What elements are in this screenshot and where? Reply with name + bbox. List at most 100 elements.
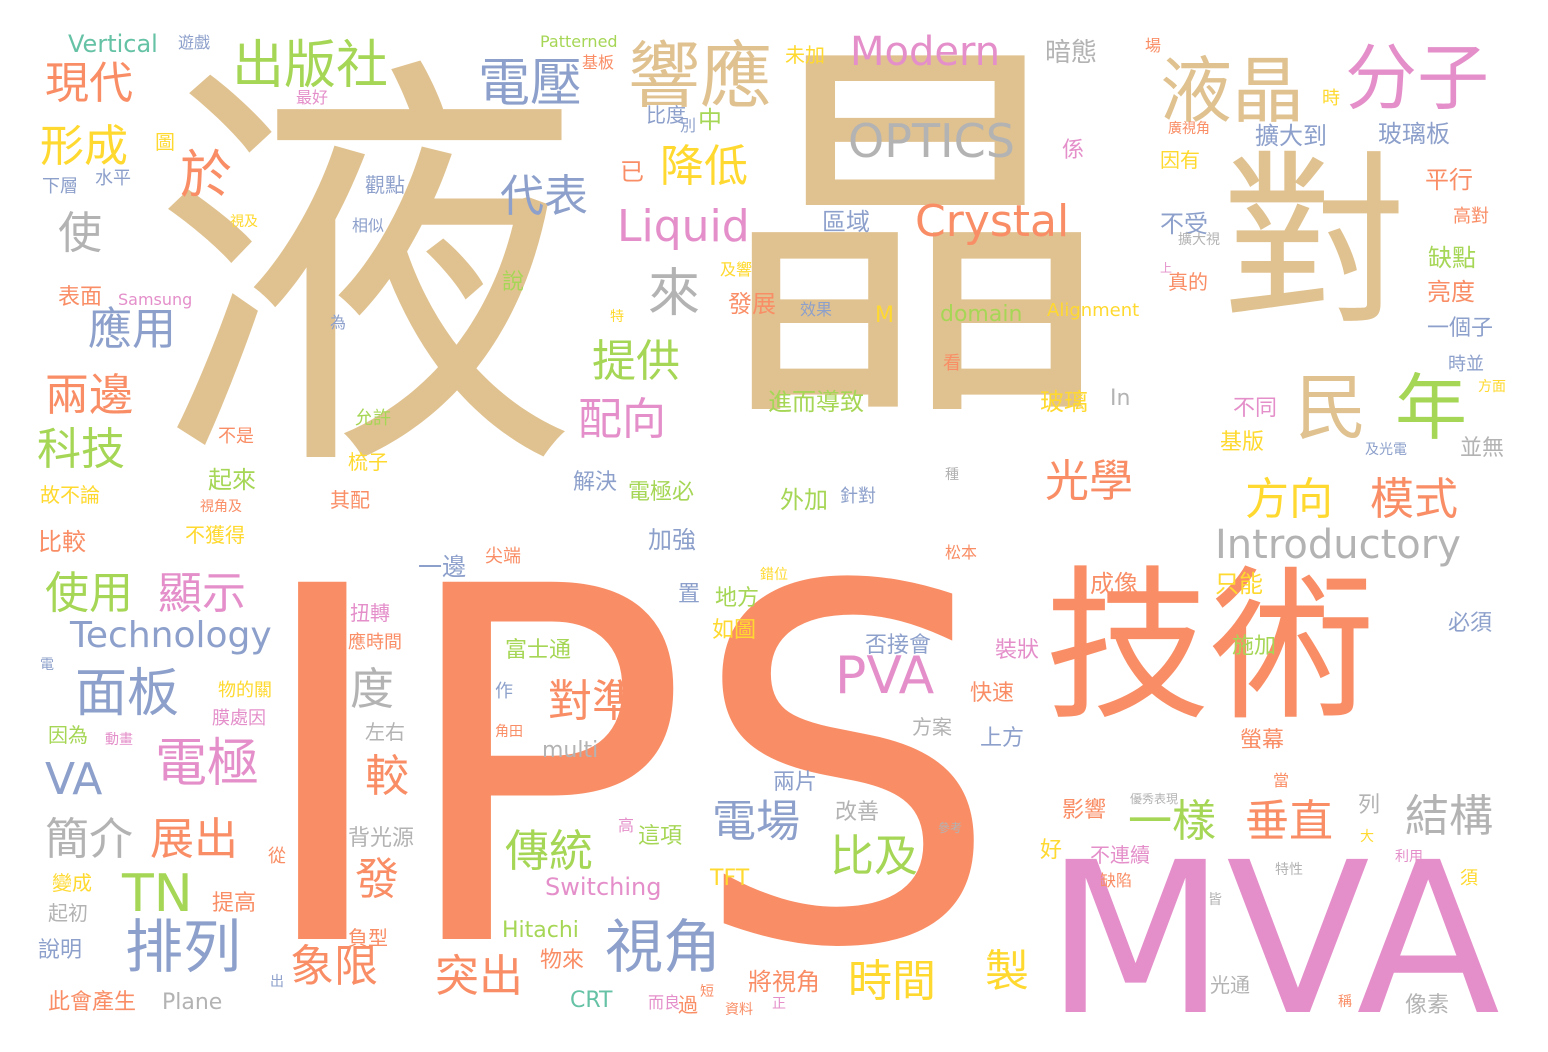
word-116: 起來 — [208, 466, 256, 494]
word-67: 比度 — [646, 103, 686, 127]
word-liquid: Liquid — [617, 201, 750, 252]
word-26: 科技 — [37, 424, 125, 475]
word-144: 電 — [40, 657, 54, 673]
word-tn: TN — [122, 864, 193, 924]
word-197: 像素 — [1405, 993, 1450, 1018]
word-88: 視及 — [230, 214, 258, 230]
word-193: 過 — [678, 993, 698, 1017]
word-124: 針對 — [840, 486, 876, 507]
word-51: 時間 — [848, 956, 936, 1007]
word-182: 說明 — [38, 938, 83, 963]
word-tft: TFT — [710, 866, 750, 891]
word-195: 資料 — [725, 1002, 753, 1018]
word-185: 物來 — [540, 948, 585, 973]
word-57: 垂直 — [1245, 796, 1333, 847]
word-120: 故不論 — [40, 483, 100, 507]
word-87: 相似 — [352, 216, 385, 235]
word-186: 將視角 — [748, 968, 820, 996]
word-167: 大 — [1360, 829, 1374, 845]
word-100: 一個子 — [1427, 316, 1494, 341]
word-hitachi: Hitachi — [502, 918, 579, 943]
word-198: 上 — [1160, 261, 1173, 275]
word-103: 時並 — [1448, 354, 1484, 375]
word-25: 兩邊 — [45, 370, 133, 421]
word-131: 錯位 — [760, 567, 788, 583]
word-169: 不連續 — [1090, 843, 1150, 867]
word-119: 種 — [945, 467, 959, 483]
word-155: 螢幕 — [1240, 728, 1285, 753]
word-163: 背光源 — [348, 826, 415, 851]
word-53: 傳統 — [505, 826, 593, 877]
word-12: 電壓 — [478, 54, 583, 114]
word-113: 不是 — [218, 426, 254, 447]
word-64: 暗態 — [1045, 38, 1098, 68]
word-63: 未加 — [785, 43, 825, 67]
word-82: 不受 — [1160, 210, 1208, 238]
word-188: 稱 — [1338, 994, 1352, 1010]
word-44: 較 — [365, 751, 409, 802]
word-samsung: Samsung — [118, 290, 193, 309]
word-1: 晶 — [715, 7, 1115, 472]
word-106: 進而導致 — [768, 388, 864, 416]
word-96: 效果 — [800, 300, 833, 319]
word-73: 廣視角 — [1168, 121, 1210, 137]
word-9: 年 — [1395, 366, 1468, 450]
word-146: 快速 — [970, 681, 1015, 706]
word-117: 解決 — [573, 470, 618, 495]
word-27: 提供 — [592, 336, 680, 387]
word-62: 基板 — [582, 53, 615, 72]
word-36: 面板 — [75, 664, 180, 724]
word-126: 不獲得 — [185, 523, 245, 547]
word-135: 地方 — [715, 586, 760, 611]
word-7: 分子 — [1345, 36, 1490, 120]
word-multi: multi — [542, 738, 599, 763]
word-plane: Plane — [162, 990, 223, 1015]
word-110: 允許 — [355, 408, 391, 429]
word-6: 液晶 — [1160, 49, 1305, 133]
word-30: 方向 — [1245, 474, 1333, 525]
word-10: 響應 — [628, 34, 773, 118]
word-102: 特 — [610, 309, 624, 325]
word-183: 負型 — [348, 926, 388, 950]
word-129: 一邊 — [418, 553, 466, 581]
word-66: 最好 — [296, 88, 329, 107]
word-149: 因為 — [48, 723, 88, 747]
word-alignment: Alignment — [1047, 300, 1140, 321]
word-75: 因有 — [1160, 148, 1200, 172]
word-mva: MVA — [1045, 817, 1501, 1052]
word-194: 短 — [700, 984, 714, 1000]
word-170: 從 — [268, 846, 286, 867]
word-54: 電場 — [712, 796, 800, 847]
word-34: 顯示 — [158, 568, 246, 619]
word-49: 象限 — [290, 941, 378, 992]
word-139: 富士通 — [505, 638, 572, 663]
word-95: 發展 — [728, 290, 776, 318]
word-modern: Modern — [850, 29, 1001, 75]
word-168: 好 — [1040, 838, 1063, 863]
word-52: 製 — [985, 946, 1029, 997]
word-46: 展出 — [150, 814, 238, 865]
word-177: 須 — [1460, 868, 1478, 889]
word-55: 比及 — [830, 831, 918, 882]
word-4: 技術 — [1045, 551, 1375, 743]
word-162: 列 — [1358, 793, 1381, 818]
word-105: 看 — [943, 353, 961, 374]
word-22: 使 — [58, 208, 102, 259]
word-crt: CRT — [570, 988, 613, 1013]
word-78: 下層 — [42, 176, 78, 197]
word-159: 改善 — [835, 800, 880, 825]
word-128: 尖端 — [485, 546, 521, 567]
word-136: 如圖 — [712, 618, 757, 643]
word-143: 必須 — [1448, 611, 1493, 636]
word-164: 高 — [618, 816, 635, 835]
word-71: 玻璃板 — [1378, 120, 1450, 148]
word-60: 遊戲 — [178, 33, 211, 52]
word-crystal: Crystal — [915, 196, 1070, 247]
word-179: 提高 — [212, 891, 257, 916]
word-69: 中 — [698, 106, 722, 134]
word-150: 動畫 — [105, 732, 133, 748]
word-127: 加強 — [648, 526, 696, 554]
word-23: 來 — [648, 264, 701, 324]
word-domain: domain — [940, 302, 1023, 327]
word-72: 時 — [1322, 88, 1340, 109]
